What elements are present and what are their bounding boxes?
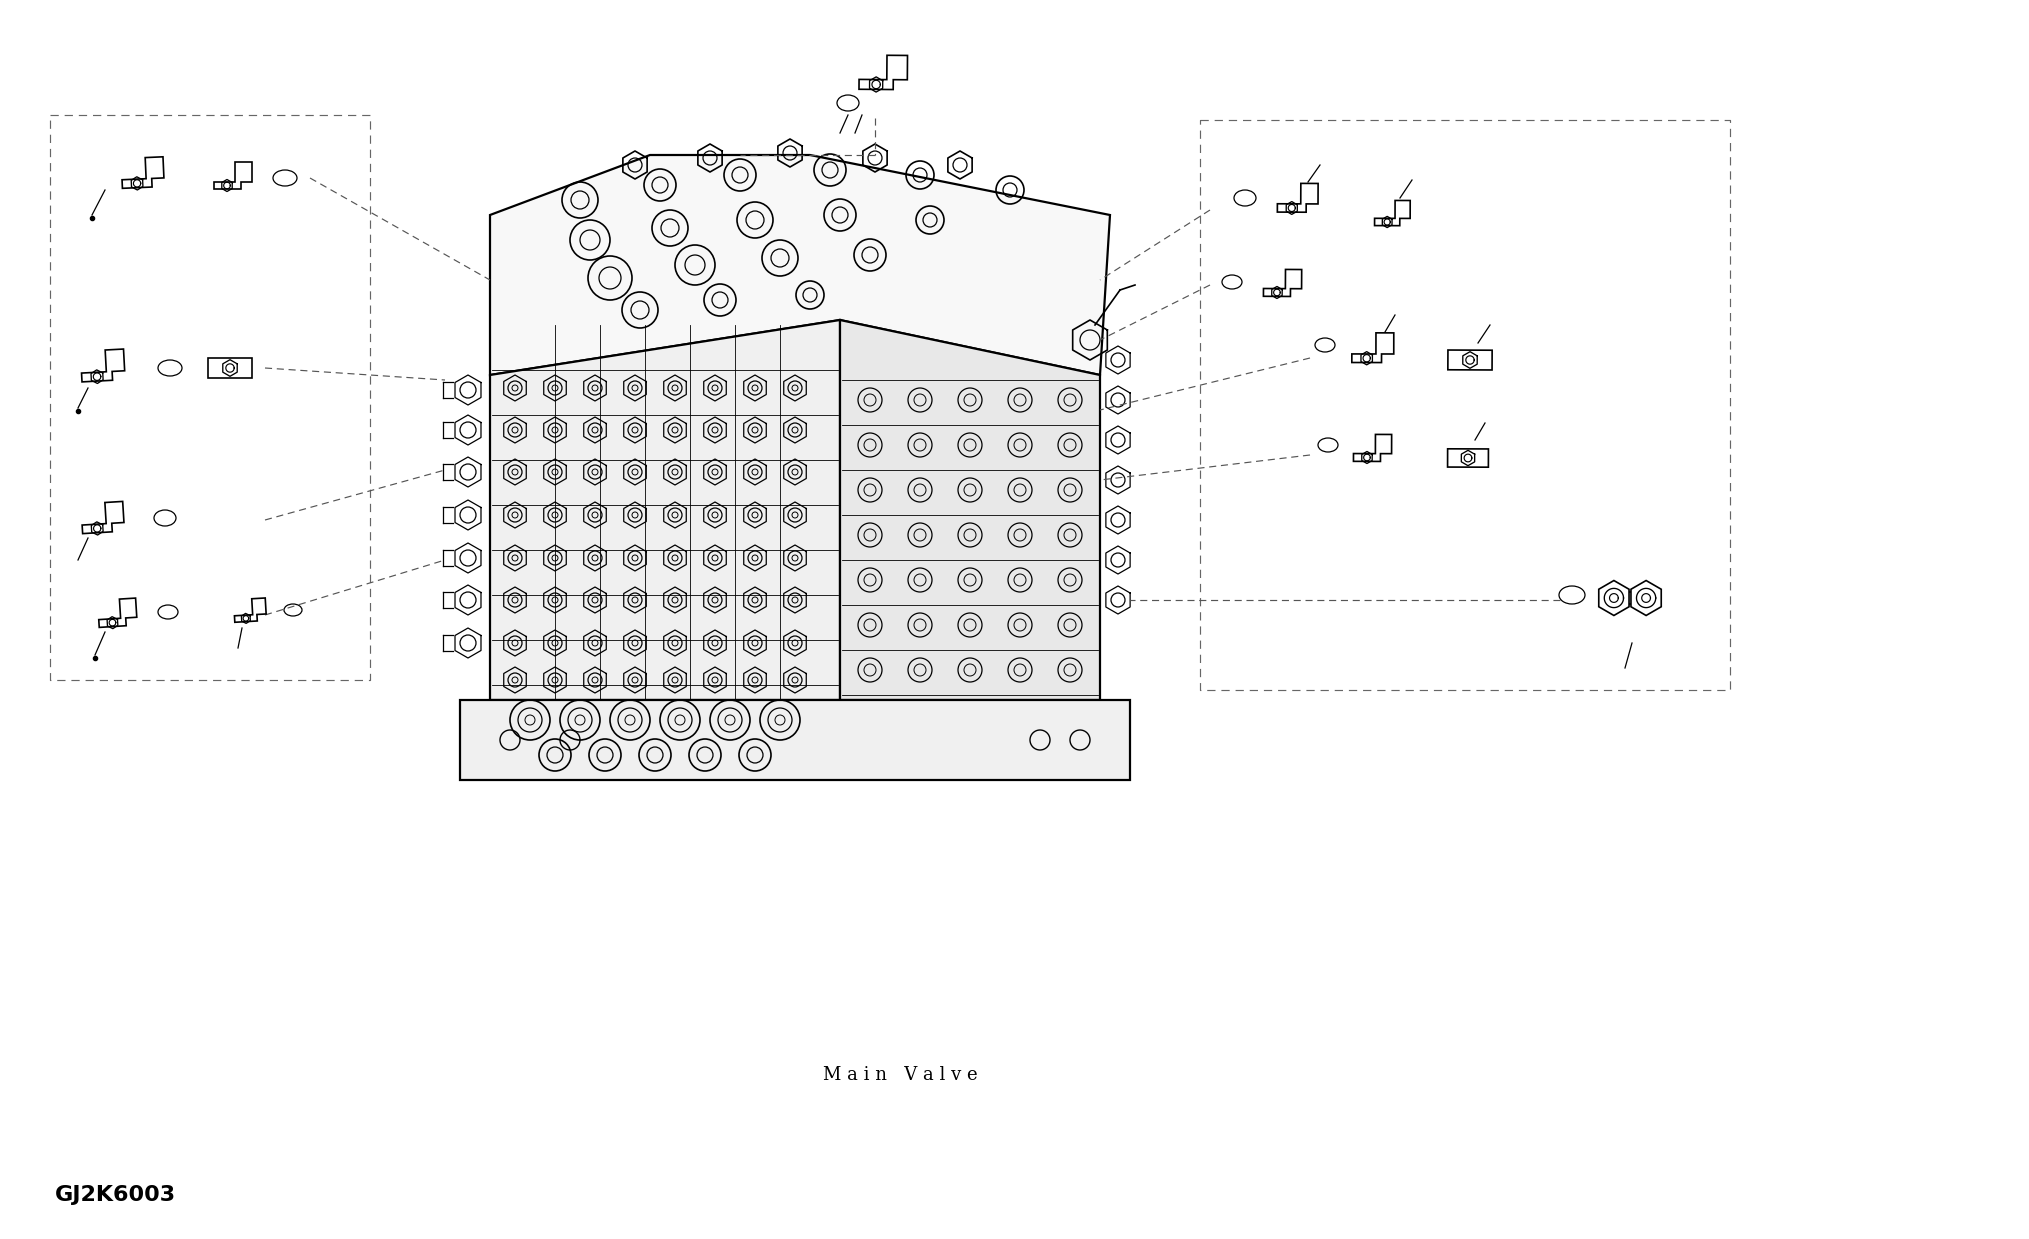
Polygon shape <box>1374 201 1410 225</box>
Polygon shape <box>1264 269 1303 296</box>
Polygon shape <box>840 320 1100 700</box>
Polygon shape <box>1631 581 1662 616</box>
Text: M a i n   V a l v e: M a i n V a l v e <box>822 1066 978 1084</box>
Polygon shape <box>1449 351 1491 370</box>
Polygon shape <box>1599 581 1629 616</box>
Polygon shape <box>461 700 1130 781</box>
Polygon shape <box>489 155 1110 375</box>
Polygon shape <box>1353 435 1392 461</box>
Text: GJ2K6003: GJ2K6003 <box>55 1184 177 1206</box>
Polygon shape <box>99 598 136 627</box>
Polygon shape <box>1447 449 1489 467</box>
Polygon shape <box>213 162 252 190</box>
Polygon shape <box>122 157 164 188</box>
Polygon shape <box>235 598 266 622</box>
Polygon shape <box>858 56 907 89</box>
Polygon shape <box>489 320 840 700</box>
Polygon shape <box>1278 183 1319 212</box>
Polygon shape <box>81 349 124 382</box>
Polygon shape <box>207 358 252 378</box>
Polygon shape <box>81 502 124 534</box>
Polygon shape <box>1351 333 1394 363</box>
